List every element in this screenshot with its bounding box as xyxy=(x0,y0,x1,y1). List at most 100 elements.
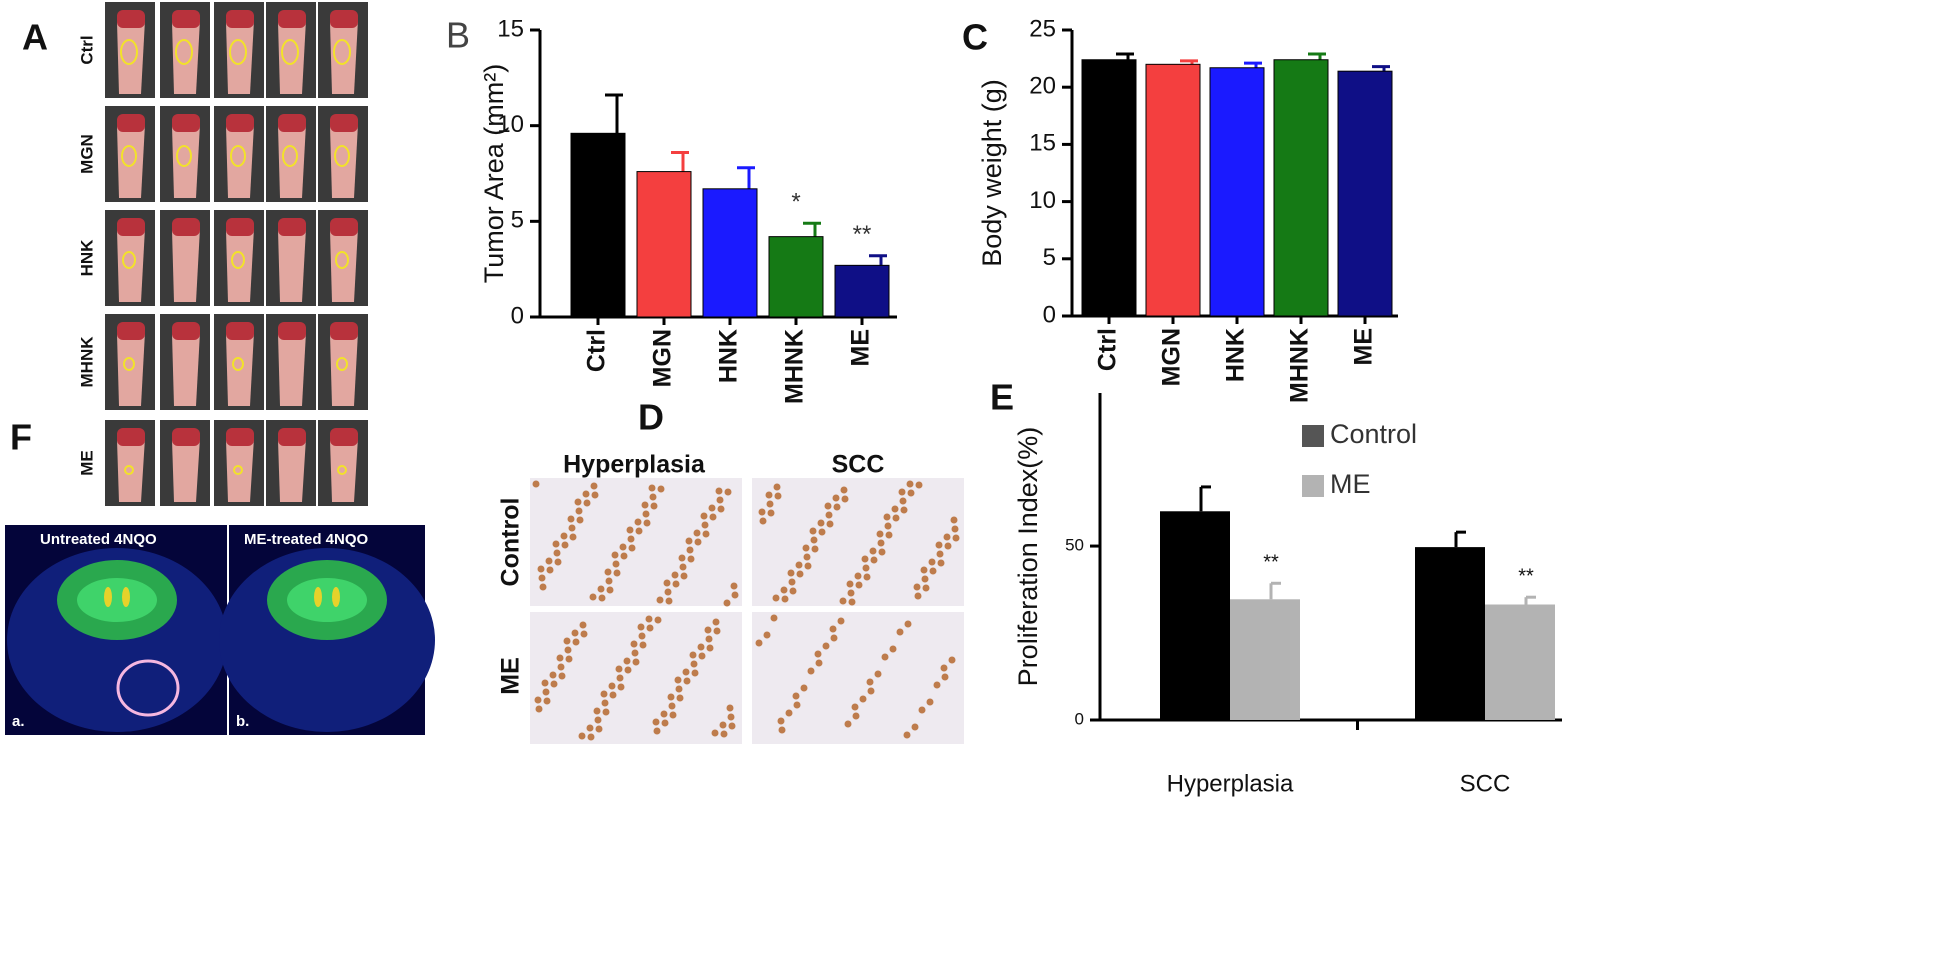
stained-nucleus xyxy=(708,504,716,512)
stained-nucleus xyxy=(637,623,645,631)
stained-nucleus xyxy=(796,570,804,578)
bar xyxy=(834,264,890,318)
stained-nucleus xyxy=(772,594,780,602)
stained-nucleus xyxy=(580,630,588,638)
tissue-top xyxy=(117,114,145,132)
stained-nucleus xyxy=(623,657,631,665)
tissue xyxy=(278,324,306,406)
stained-nucleus xyxy=(847,589,855,597)
stained-nucleus xyxy=(851,703,859,711)
image-title: ME-treated 4NQO xyxy=(244,531,369,548)
stained-nucleus xyxy=(881,653,889,661)
tissue xyxy=(172,12,200,94)
row-label: ME xyxy=(77,450,96,476)
stained-nucleus xyxy=(590,482,598,490)
tissue xyxy=(226,12,254,94)
stained-nucleus xyxy=(609,691,617,699)
stained-nucleus xyxy=(631,649,639,657)
stained-nucleus xyxy=(863,573,871,581)
legend-label: ME xyxy=(1330,469,1371,499)
tumor-outline xyxy=(229,39,247,65)
stained-nucleus xyxy=(915,481,923,489)
stained-nucleus xyxy=(612,560,620,568)
y-axis-label: Proliferation Index(%) xyxy=(1013,427,1043,687)
stained-nucleus xyxy=(672,580,680,588)
stained-nucleus xyxy=(578,732,586,740)
stained-nucleus xyxy=(591,491,599,499)
stained-nucleus xyxy=(534,696,542,704)
stained-nucleus xyxy=(586,724,594,732)
stained-nucleus xyxy=(567,515,575,523)
stained-nucleus xyxy=(824,502,832,510)
panel-letter: B xyxy=(446,15,470,56)
tumor-outline xyxy=(176,145,192,167)
stained-nucleus xyxy=(671,571,679,579)
stained-nucleus xyxy=(723,599,731,607)
stained-nucleus xyxy=(870,556,878,564)
stained-nucleus xyxy=(678,554,686,562)
legend-label: Control xyxy=(1330,419,1417,449)
bar xyxy=(1209,67,1265,317)
stained-nucleus xyxy=(690,660,698,668)
stained-nucleus xyxy=(765,491,773,499)
stained-nucleus xyxy=(701,521,709,529)
stained-nucleus xyxy=(940,664,948,672)
stained-nucleus xyxy=(885,531,893,539)
stained-nucleus xyxy=(652,718,660,726)
tissue xyxy=(330,220,358,302)
stained-nucleus xyxy=(645,615,653,623)
stained-nucleus xyxy=(950,516,958,524)
stained-nucleus xyxy=(855,581,863,589)
panel-letter: E xyxy=(990,377,1014,418)
stained-nucleus xyxy=(602,708,610,716)
y-tick-label: 15 xyxy=(1029,130,1056,157)
bar xyxy=(1160,511,1230,720)
stained-nucleus xyxy=(844,720,852,728)
stained-nucleus xyxy=(896,628,904,636)
stained-nucleus xyxy=(903,731,911,739)
stained-nucleus xyxy=(876,530,884,538)
stained-nucleus xyxy=(889,645,897,653)
stained-nucleus xyxy=(861,555,869,563)
y-tick-label: 5 xyxy=(1043,244,1056,271)
y-tick-label: 25 xyxy=(1029,15,1056,42)
row-label: HNK xyxy=(77,239,96,277)
row-label: ME xyxy=(497,657,525,695)
tumor-outline xyxy=(175,39,193,65)
stained-nucleus xyxy=(565,655,573,663)
stained-nucleus xyxy=(560,532,568,540)
stained-nucleus xyxy=(869,547,877,555)
stained-nucleus xyxy=(862,564,870,572)
stained-nucleus xyxy=(697,643,705,651)
y-tick-label: 10 xyxy=(1029,187,1056,214)
stained-nucleus xyxy=(837,617,845,625)
stained-nucleus xyxy=(634,518,642,526)
stained-nucleus xyxy=(814,650,822,658)
row-label: Ctrl xyxy=(77,35,96,64)
tumor-outline xyxy=(123,357,135,371)
stained-nucleus xyxy=(549,671,557,679)
x-tick-label: ME xyxy=(1350,328,1378,366)
stained-nucleus xyxy=(854,572,862,580)
tissue-top xyxy=(278,10,306,28)
stained-nucleus xyxy=(539,583,547,591)
column-label: Hyperplasia xyxy=(563,451,706,479)
stained-nucleus xyxy=(792,692,800,700)
panel-letter: C xyxy=(962,17,988,58)
stained-nucleus xyxy=(648,484,656,492)
y-tick-label: 50 xyxy=(1065,536,1084,555)
y-tick-label: 0 xyxy=(1043,301,1056,328)
stained-nucleus xyxy=(601,699,609,707)
stained-nucleus xyxy=(611,551,619,559)
x-tick-label: Ctrl xyxy=(1094,328,1122,371)
stained-nucleus xyxy=(731,591,739,599)
legend-swatch xyxy=(1302,425,1324,447)
stained-nucleus xyxy=(627,535,635,543)
stained-nucleus xyxy=(935,541,943,549)
pet-hotspot xyxy=(104,587,112,607)
stained-nucleus xyxy=(802,544,810,552)
bar xyxy=(570,132,626,318)
stained-nucleus xyxy=(702,530,710,538)
stained-nucleus xyxy=(704,626,712,634)
stained-nucleus xyxy=(541,679,549,687)
